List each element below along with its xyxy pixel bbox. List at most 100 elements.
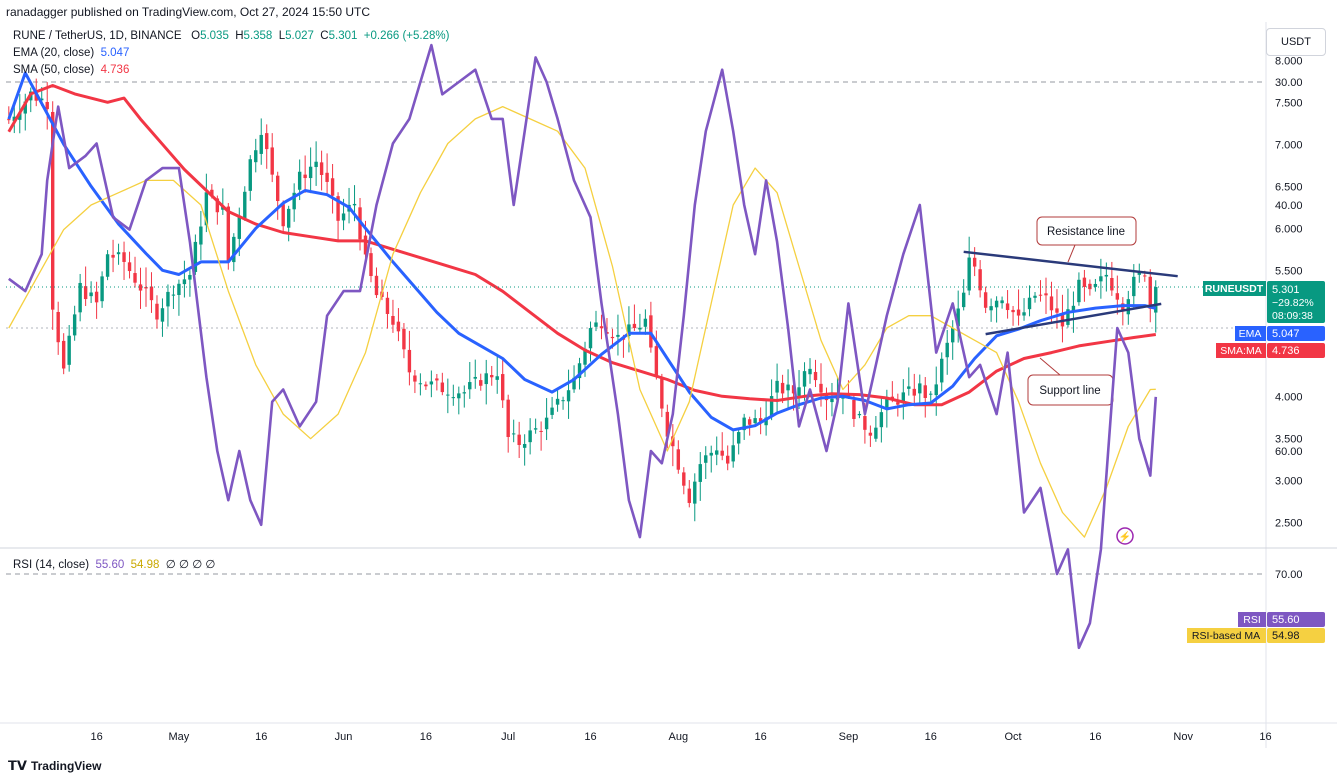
candle-body (7, 119, 11, 121)
candle-body (1000, 300, 1004, 304)
candle-body (769, 396, 774, 417)
candle-body (511, 433, 516, 435)
candle-body (983, 292, 988, 308)
candle-body (12, 116, 16, 122)
candle-body (726, 455, 730, 464)
candle-body (698, 464, 702, 482)
candle-body (155, 303, 159, 320)
time-tick-label: 16 (1089, 731, 1101, 743)
candle-body (232, 236, 236, 263)
resistance-callout-box[interactable] (1036, 216, 1137, 246)
candle-body (94, 291, 99, 303)
candle-body (188, 274, 192, 280)
sma-legend-value: 4.736 (100, 64, 130, 76)
high-label: H (235, 30, 244, 42)
candle-body (940, 358, 944, 383)
resistance-line[interactable] (963, 250, 1178, 278)
candle-body (446, 394, 450, 396)
candle-body (720, 450, 724, 456)
sma-price-badge (1267, 343, 1325, 358)
candle-body (1055, 308, 1059, 313)
candle-body (281, 204, 285, 227)
candle-body (802, 371, 807, 387)
candle-body (972, 257, 977, 267)
candle-body (396, 321, 401, 332)
candle-body (330, 178, 335, 196)
currency-button[interactable]: USDT (1266, 28, 1326, 56)
candle-body (550, 407, 554, 415)
symbol-title[interactable]: RUNE / TetherUS, 1D, BINANCE (13, 30, 182, 42)
candle-body (885, 397, 889, 409)
time-tick-label: Aug (669, 731, 689, 743)
rsi-ma-line (8, 105, 1156, 538)
candle-body (989, 306, 993, 311)
rsi-value-badge (1267, 612, 1325, 627)
rsima-value-badge-text: 54.98 (1272, 630, 1300, 642)
candle-body (572, 377, 576, 390)
candle-body (440, 382, 445, 393)
candle-body (852, 399, 856, 419)
candle-body (506, 399, 510, 438)
candle-body (610, 336, 615, 339)
candle-body (555, 398, 560, 405)
rsi-legend[interactable]: RSI (14, close) 55.60 54.98 ∅ ∅ ∅ ∅ (13, 557, 215, 571)
price-tick-label: 3.500 (1275, 433, 1303, 445)
price-tick-label: 6.000 (1275, 223, 1303, 235)
symbol-tag-bg (1203, 281, 1266, 296)
candle-body (704, 455, 708, 463)
tradingview-logo-icon: 𝗧𝗩 (8, 758, 27, 773)
sma50-line (7, 84, 1157, 407)
last-price-badge (1267, 281, 1325, 323)
candle-body (34, 93, 38, 101)
candle-body (775, 380, 779, 393)
candle-body (177, 283, 181, 295)
candle-body (89, 292, 93, 297)
candle-body (841, 397, 845, 399)
rsi-tick-label: 60.00 (1275, 446, 1303, 458)
candle-body (1104, 274, 1109, 277)
footer-brand[interactable]: 𝗧𝗩 TradingView (8, 758, 101, 774)
candle-body (967, 257, 971, 291)
time-tick-label: Nov (1173, 731, 1193, 743)
candle-body (276, 175, 280, 202)
sma-tag-bg (1216, 343, 1266, 358)
candle-body (391, 315, 395, 325)
candle-body (1115, 293, 1120, 300)
candle-body (1033, 295, 1037, 298)
candle-body (105, 254, 110, 277)
candle-body (490, 375, 494, 378)
candle-body (1132, 276, 1136, 297)
candle-body (265, 133, 269, 150)
support-line[interactable] (985, 302, 1162, 336)
candle-body (709, 452, 713, 456)
ema-legend[interactable]: EMA (20, close) 5.047 (13, 47, 129, 59)
time-tick-label: 16 (90, 731, 102, 743)
candle-body (451, 397, 456, 399)
candle-body (457, 393, 461, 399)
open-value: 5.035 (200, 30, 229, 42)
rsima-value-badge (1267, 628, 1325, 643)
candle-body (583, 348, 587, 365)
price-tick-label: 7.000 (1275, 139, 1303, 151)
candle-body (369, 253, 373, 277)
publisher-line: ranadagger published on TradingView.com,… (6, 5, 371, 19)
candle-body (863, 416, 867, 430)
candle-body (561, 400, 565, 402)
candle-body (171, 294, 176, 296)
candle-body (78, 282, 82, 313)
rsi-value-badge-text: 55.60 (1272, 614, 1300, 626)
candle-body (715, 450, 719, 455)
ema-price-badge (1267, 326, 1325, 341)
sma-tag-text: SMA:MA (1220, 345, 1261, 357)
time-tick-label: May (169, 731, 190, 743)
time-tick-label: Oct (1005, 731, 1022, 743)
candle-body (753, 418, 757, 424)
candle-body (303, 174, 307, 179)
candle-body (1077, 279, 1081, 303)
sma-legend[interactable]: SMA (50, close) 4.736 (13, 64, 129, 76)
lightning-icon[interactable] (1116, 527, 1134, 545)
candle-body (270, 147, 274, 175)
candle-body (319, 162, 324, 175)
time-tick-label: Jun (335, 731, 353, 743)
